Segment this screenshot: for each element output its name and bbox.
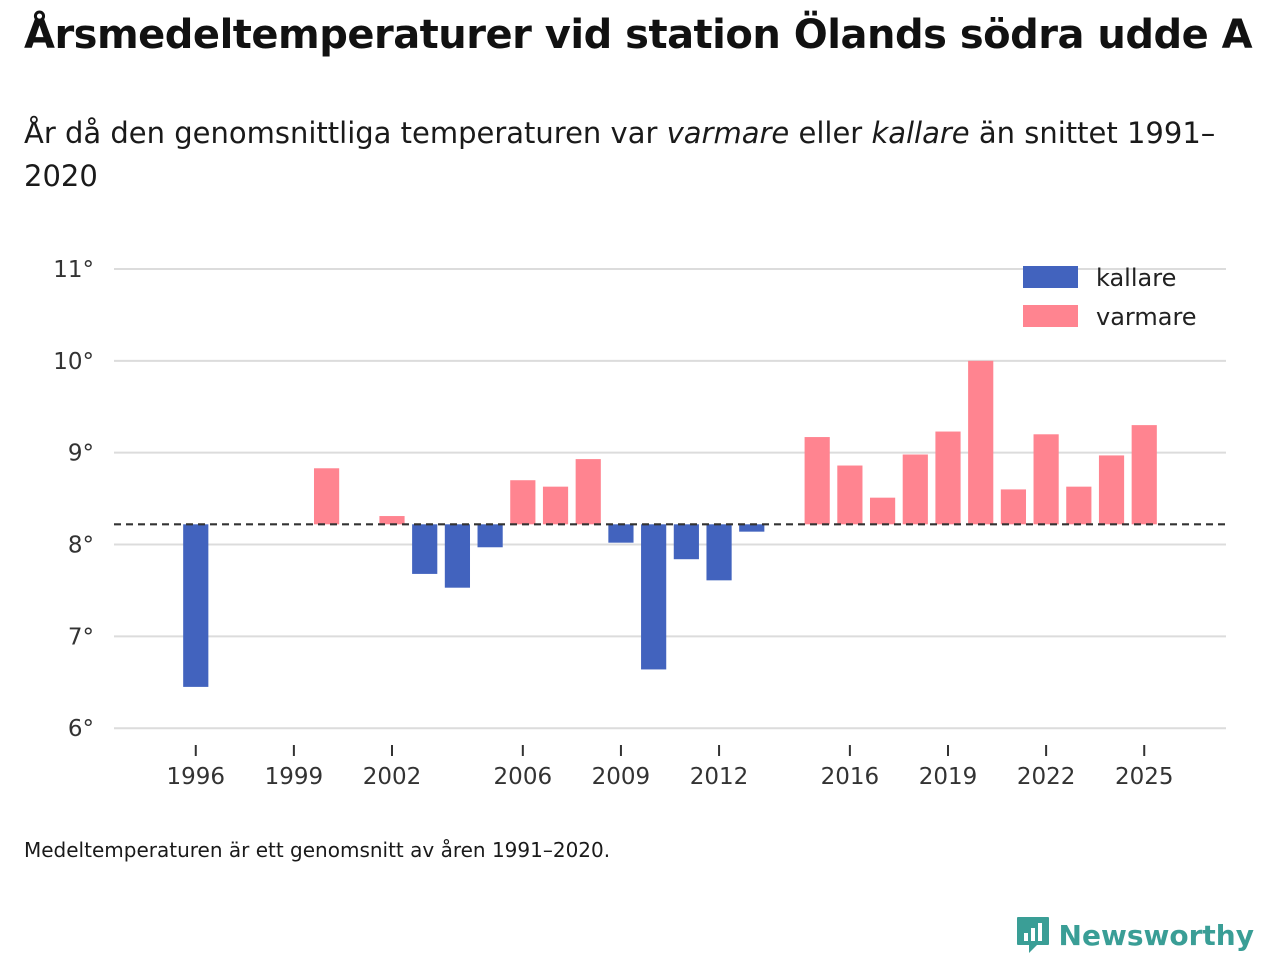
bar-warm-2019 [935,431,961,525]
subtitle-cold: kallare [871,116,970,150]
newsworthy-logo-icon [1016,917,1049,953]
brand-name: Newsworthy [1058,918,1254,952]
y-tick-label: 7° [68,624,94,650]
x-tick-label: 2009 [592,764,651,790]
chart-subtitle: År då den genomsnittliga temperaturen va… [24,112,1244,198]
bar-warm-2020 [968,360,994,525]
bar-warm-2025 [1131,425,1157,525]
bar-cold-2011 [673,524,699,560]
bar-cold-2009 [608,524,634,543]
y-tick-label: 6° [68,716,94,742]
chart-title: Årsmedeltemperaturer vid station Ölands … [24,12,1253,58]
x-tick-label: 2006 [494,764,553,790]
x-tick-label: 2016 [821,764,880,790]
subtitle-part: År då den genomsnittliga temperaturen va… [24,116,667,150]
bar-warm-2021 [1000,489,1027,525]
subtitle-warm: varmare [666,116,790,150]
y-tick-label: 11° [53,257,94,283]
legend-swatch-cold [1023,266,1078,288]
y-tick-label: 9° [68,441,94,467]
brand: Newsworthy [1015,915,1254,955]
legend-swatch-warm [1023,305,1078,327]
bar-warm-2024 [1098,455,1125,525]
y-tick-label: 8° [68,533,94,559]
x-tick-label: 2002 [363,764,422,790]
bar-cold-2010 [641,524,667,670]
x-tick-label: 2025 [1115,764,1174,790]
x-tick-label: 1999 [265,764,324,790]
x-tick-label: 2022 [1017,764,1076,790]
x-tick-label: 2012 [690,764,749,790]
bar-warm-2008 [575,459,601,525]
x-tick-label: 1996 [166,764,225,790]
bar-warm-2018 [902,454,928,525]
bar-warm-2000 [313,468,340,525]
bar-warm-2017 [869,497,896,525]
bar-cold-1996 [183,524,209,687]
legend-label-warm: varmare [1096,303,1197,331]
bar-warm-2023 [1066,486,1092,525]
legend-label-cold: kallare [1096,264,1176,292]
bar-cold-2004 [444,524,471,588]
subtitle-part: eller [789,116,872,150]
bar-warm-2002 [379,516,405,525]
bar-warm-2022 [1033,434,1059,525]
bar-cold-2012 [706,524,732,581]
bar-cold-2003 [412,524,438,574]
x-tick-label: 2019 [919,764,978,790]
bar-warm-2015 [804,437,830,525]
subtitle-part: än snittet 1991–2020 [24,116,1216,193]
bar-cold-2005 [477,524,503,548]
bar-cold-2013 [739,524,765,532]
bar-warm-2006 [510,480,536,525]
footnote: Medeltemperaturen är ett genomsnitt av å… [24,838,611,862]
bar-warm-2016 [837,465,863,525]
y-tick-label: 10° [53,349,94,375]
bar-warm-2007 [542,486,569,525]
